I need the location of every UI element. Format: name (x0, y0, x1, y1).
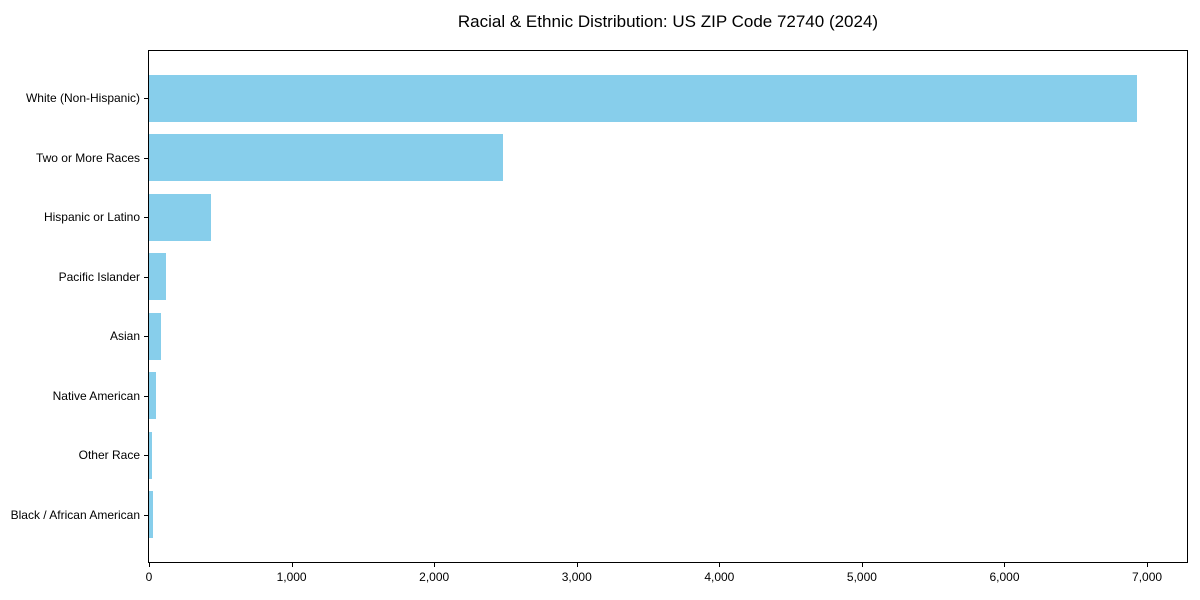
y-tick-label: Pacific Islander (58, 269, 140, 284)
x-tick-mark (1147, 563, 1149, 567)
x-tick-label: 0 (145, 570, 153, 584)
chart-title: Racial & Ethnic Distribution: US ZIP Cod… (457, 12, 879, 31)
bar-asian (149, 312, 162, 360)
y-tick-label: White (Non-Hispanic) (25, 91, 140, 106)
plot-area (148, 50, 1188, 563)
y-tick-label: Asian (109, 329, 140, 344)
x-tick-mark (149, 563, 150, 567)
y-tick-mark (144, 276, 148, 278)
bar-native-american (149, 372, 156, 420)
x-tick-label: 6,000 (989, 570, 1020, 584)
y-tick-label: Other Race (78, 448, 140, 463)
y-tick-mark (144, 395, 148, 397)
y-tick-mark (144, 336, 148, 338)
y-tick-label: Black / African American (10, 507, 140, 522)
y-tick-label: Hispanic or Latino (43, 210, 140, 225)
x-tick-mark (1004, 563, 1006, 567)
x-tick-mark (434, 563, 436, 567)
x-tick-label: 4,000 (704, 570, 735, 584)
x-tick-label: 3,000 (561, 570, 592, 584)
y-tick-label: Native American (52, 388, 140, 403)
y-tick-mark (144, 157, 148, 159)
bar-hispanic-or-latino (149, 193, 212, 241)
x-tick-mark (576, 563, 578, 567)
bar-two-or-more-races (149, 134, 503, 182)
x-tick-mark (719, 563, 721, 567)
y-tick-label: Two or More Races (35, 150, 140, 165)
bar-white-non-hispanic (149, 74, 1138, 122)
y-tick-mark (144, 217, 148, 219)
bar-pacific-islander (149, 253, 167, 301)
y-tick-mark (144, 98, 148, 100)
x-tick-label: 5,000 (846, 570, 877, 584)
x-tick-label: 2,000 (419, 570, 450, 584)
bar-other-race (149, 431, 152, 479)
x-tick-label: 1,000 (276, 570, 307, 584)
y-tick-mark (144, 514, 148, 516)
x-tick-mark (861, 563, 863, 567)
y-tick-mark (144, 455, 148, 457)
x-tick-label: 7,000 (1132, 570, 1163, 584)
bar-black-african-american (149, 491, 153, 539)
x-tick-mark (291, 563, 293, 567)
